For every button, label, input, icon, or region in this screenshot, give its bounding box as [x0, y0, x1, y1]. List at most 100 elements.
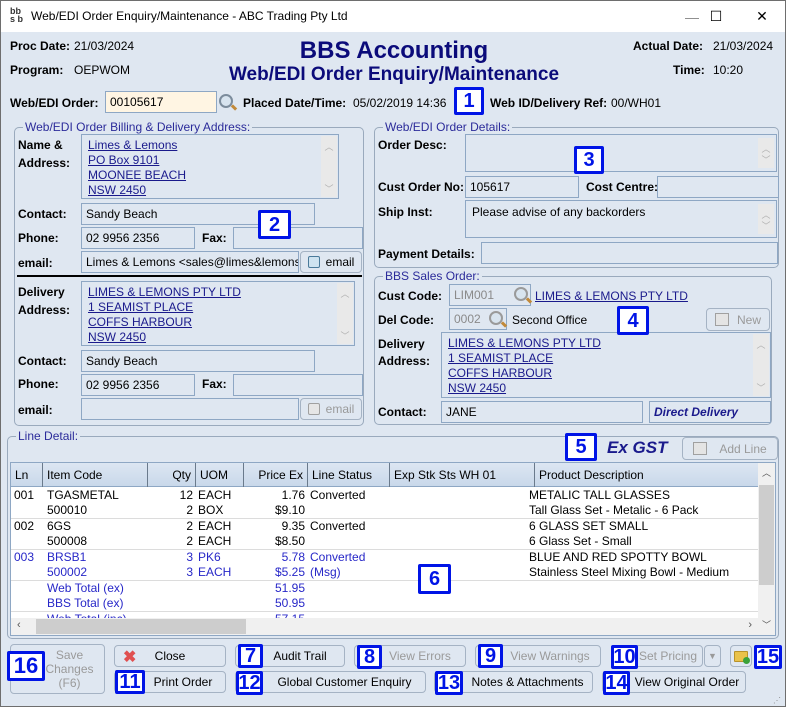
add-folder-button[interactable]	[730, 645, 752, 667]
delivery-phone-field[interactable]: 02 9956 2356	[81, 374, 195, 396]
table-row[interactable]: 001 TGASMETAL 500010 12 2 EACH BOX 1.76 …	[11, 488, 760, 519]
cost-centre-label: Cost Centre:	[586, 180, 659, 194]
add-line-button[interactable]: Add Line	[682, 437, 778, 460]
delivery-address-line[interactable]: LIMES & LEMONS PTY LTD	[88, 285, 241, 299]
delivery-address-box[interactable]: LIMES & LEMONS PTY LTD 1 SEAMIST PLACE C…	[81, 281, 355, 346]
col-price-ex[interactable]: Price Ex	[244, 463, 308, 487]
billing-fax-field[interactable]	[233, 227, 363, 249]
set-pricing-dropdown[interactable]: ▼	[704, 645, 721, 667]
bbs-total-ex-value: 50.95	[274, 596, 305, 610]
cust-code-search-button[interactable]	[514, 287, 528, 304]
table-row[interactable]: 002 6GS 500008 2 2 EACH EACH 9.35 $8.50 …	[11, 519, 760, 550]
minimize-button[interactable]: —	[669, 1, 715, 32]
cell-desc: METALIC TALL GLASSES	[529, 488, 670, 502]
scroll-down-icon[interactable]: ﹀	[762, 620, 772, 630]
so-contact-field[interactable]: JANE	[441, 401, 643, 423]
notes-attachments-button[interactable]: Notes & Attachments	[434, 671, 593, 693]
view-original-order-button[interactable]: View Original Order	[602, 671, 746, 693]
cust-code-field[interactable]: LIM001	[449, 284, 531, 306]
col-qty[interactable]: Qty	[148, 463, 196, 487]
ship-inst-field[interactable]: Please advise of any backorders	[465, 200, 777, 238]
scroll-up-icon: ︿	[761, 210, 771, 220]
billing-group-legend: Web/EDI Order Billing & Delivery Address…	[23, 120, 253, 134]
scroll-down-icon: ﹀	[761, 155, 771, 165]
vscroll-thumb[interactable]	[759, 485, 774, 585]
billing-address-line[interactable]: Limes & Lemons	[88, 138, 178, 152]
actual-date-label: Actual Date:	[633, 39, 704, 53]
delivery-fax-field[interactable]	[233, 374, 363, 396]
del-code-search-button[interactable]	[489, 311, 503, 328]
proc-date-value: 21/03/2024	[74, 39, 135, 53]
cell-status: Converted	[310, 519, 366, 533]
new-delivery-button[interactable]: New	[706, 308, 770, 331]
delivery-address-line[interactable]: 1 SEAMIST PLACE	[88, 300, 194, 314]
address-divider	[17, 275, 362, 277]
global-customer-enquiry-button[interactable]: Global Customer Enquiry	[235, 671, 426, 693]
cost-centre-field[interactable]	[657, 176, 779, 198]
close-window-button[interactable]: ✕	[739, 1, 785, 32]
del-name-value: Second Office	[512, 313, 588, 327]
scroll-up-icon[interactable]: ︿	[762, 468, 772, 478]
billing-email-button[interactable]: email	[300, 251, 362, 273]
cust-order-no-label: Cust Order No:	[378, 180, 465, 194]
table-row[interactable]: 003 BRSB1 500002 3 3 PK6 EACH 5.78 $5.25…	[11, 550, 760, 581]
billing-address-scrollbar[interactable]: ︿ ﹀	[321, 136, 337, 197]
cust-order-no-field[interactable]: 105617	[465, 176, 579, 198]
table-vertical-scrollbar[interactable]: ︿ ﹀	[758, 463, 775, 635]
delivery-address-line[interactable]: NSW 2450	[88, 330, 147, 344]
ship-inst-scrollbar[interactable]: ︿ ﹀	[758, 204, 774, 234]
delivery-email-button[interactable]: email	[300, 398, 362, 420]
cell-status-msg-link[interactable]: (Msg)	[310, 565, 341, 579]
col-line-status[interactable]: Line Status	[308, 463, 390, 487]
order-search-button[interactable]	[219, 94, 233, 111]
so-delivery-scrollbar[interactable]: ︿ ﹀	[753, 334, 769, 396]
col-uom[interactable]: UOM	[196, 463, 244, 487]
billing-address-box[interactable]: Limes & Lemons PO Box 9101 MOONEE BEACH …	[81, 134, 339, 199]
delivery-fax-label: Fax:	[202, 377, 227, 391]
web-id-label: Web ID/Delivery Ref:	[490, 96, 608, 110]
billing-address-line[interactable]: NSW 2450	[88, 183, 147, 197]
hscroll-thumb[interactable]	[36, 619, 246, 634]
cust-name-link[interactable]: LIMES & LEMONS PTY LTD	[535, 289, 688, 303]
cell-qty-2: 3	[186, 565, 193, 579]
scroll-up-icon: ︿	[761, 144, 771, 154]
so-delivery-address-line[interactable]: LIMES & LEMONS PTY LTD	[448, 336, 601, 350]
billing-address-line[interactable]: PO Box 9101	[88, 153, 160, 167]
line-detail-table: Ln Item Code Qty UOM Price Ex Line Statu…	[10, 462, 776, 636]
order-desc-scrollbar[interactable]: ︿ ﹀	[758, 138, 774, 168]
order-desc-field[interactable]	[465, 134, 777, 172]
billing-contact-field[interactable]: Sandy Beach	[81, 203, 315, 225]
billing-email-field[interactable]: Limes & Lemons <sales@limes&lemons	[81, 251, 299, 273]
col-ln[interactable]: Ln	[11, 463, 43, 487]
col-item-code[interactable]: Item Code	[43, 463, 148, 487]
view-original-label: View Original Order	[634, 675, 740, 689]
payment-details-field[interactable]	[481, 242, 778, 264]
annotation-badge: 10	[611, 645, 638, 669]
so-delivery-address-box[interactable]: LIMES & LEMONS PTY LTD 1 SEAMIST PLACE C…	[441, 332, 771, 398]
so-delivery-address-line[interactable]: 1 SEAMIST PLACE	[448, 351, 554, 365]
table-horizontal-scrollbar[interactable]: ‹ ›	[11, 618, 760, 635]
maximize-button[interactable]: ☐	[693, 1, 739, 32]
delivery-contact-field[interactable]: Sandy Beach	[81, 350, 315, 372]
close-button[interactable]: ✖ Close	[114, 645, 226, 667]
col-exp-stk[interactable]: Exp Stk Sts WH 01	[390, 463, 535, 487]
resize-grip-icon[interactable]: ⋰	[773, 696, 781, 705]
print-order-label: Print Order	[153, 675, 213, 689]
view-errors-button[interactable]: View Errors	[354, 645, 466, 667]
delivery-email-field[interactable]	[81, 398, 299, 420]
delivery-address-line[interactable]: COFFS HARBOUR	[88, 315, 193, 329]
delivery-address-scrollbar[interactable]: ︿ ﹀	[337, 283, 353, 344]
web-edi-order-input[interactable]: 00105617	[105, 91, 217, 113]
so-delivery-address-line[interactable]: COFFS HARBOUR	[448, 366, 553, 380]
col-product-desc[interactable]: Product Description	[539, 468, 644, 482]
view-warnings-button[interactable]: View Warnings	[475, 645, 601, 667]
line-detail-legend: Line Detail:	[16, 429, 81, 443]
scroll-right-icon[interactable]: ›	[748, 619, 752, 631]
billing-email-label: email:	[18, 256, 53, 270]
so-delivery-address-line[interactable]: NSW 2450	[448, 381, 507, 395]
billing-address-line[interactable]: MOONEE BEACH	[88, 168, 187, 182]
scroll-left-icon[interactable]: ‹	[17, 619, 21, 631]
scroll-up-icon: ︿	[324, 142, 334, 152]
billing-phone-field[interactable]: 02 9956 2356	[81, 227, 195, 249]
